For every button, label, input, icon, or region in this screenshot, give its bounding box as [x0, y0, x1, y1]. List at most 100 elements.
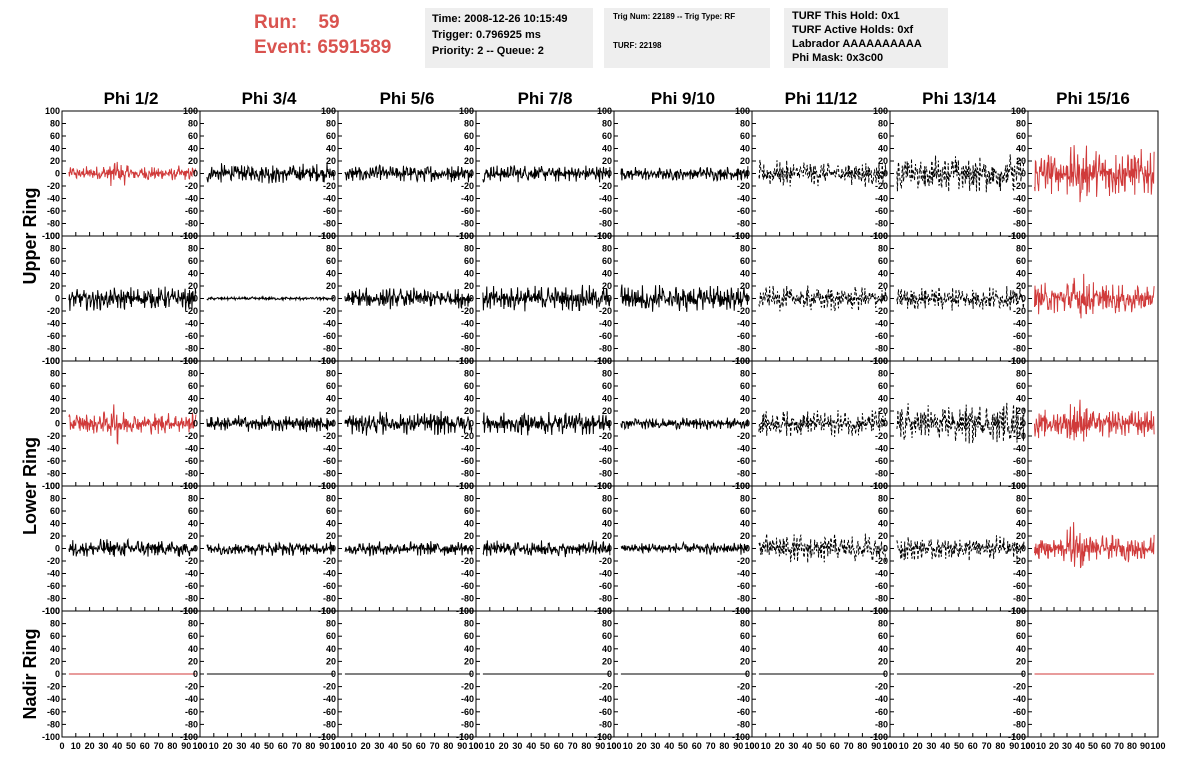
y-tick-label: -100 — [456, 732, 474, 742]
y-tick-label: 0 — [607, 294, 612, 304]
y-tick-label: 80 — [188, 369, 198, 379]
y-tick-label: -60 — [47, 206, 60, 216]
x-tick-label: 80 — [305, 741, 315, 751]
run-label: Run: — [254, 12, 298, 33]
y-tick-label: -80 — [1013, 594, 1026, 604]
y-tick-label: 40 — [188, 269, 198, 279]
y-tick-label: -40 — [737, 569, 750, 579]
x-tick-label: 100 — [1020, 741, 1035, 751]
x-tick-label: 40 — [526, 741, 536, 751]
y-tick-label: 20 — [602, 281, 612, 291]
y-tick-label: -20 — [875, 431, 888, 441]
y-tick-label: 80 — [464, 119, 474, 129]
y-tick-label: 80 — [50, 494, 60, 504]
y-tick-label: -40 — [461, 444, 474, 454]
y-tick-label: 20 — [878, 656, 888, 666]
x-tick-label: 0 — [611, 741, 616, 751]
y-tick-label: 100 — [183, 606, 198, 616]
x-tick-label: 90 — [871, 741, 881, 751]
y-tick-label: 60 — [188, 381, 198, 391]
y-tick-label: 60 — [740, 506, 750, 516]
y-tick-label: -20 — [599, 682, 612, 692]
y-tick-label: 20 — [602, 656, 612, 666]
y-tick-label: 0 — [331, 169, 336, 179]
y-tick-label: 100 — [183, 481, 198, 491]
y-tick-label: 80 — [878, 619, 888, 629]
y-tick-label: -60 — [47, 707, 60, 717]
y-tick-label: -40 — [875, 194, 888, 204]
waveform-trace — [68, 286, 197, 311]
waveform-trace — [1034, 273, 1155, 319]
y-tick-label: -20 — [1013, 306, 1026, 316]
y-tick-label: 20 — [878, 281, 888, 291]
y-tick-label: -80 — [1013, 719, 1026, 729]
y-tick-label: 0 — [331, 669, 336, 679]
y-tick-label: -20 — [47, 181, 60, 191]
y-tick-label: -80 — [737, 594, 750, 604]
y-tick-label: -20 — [47, 431, 60, 441]
y-tick-label: -40 — [47, 569, 60, 579]
x-tick-label: 30 — [650, 741, 660, 751]
y-tick-label: -100 — [180, 732, 198, 742]
y-tick-label: 60 — [1016, 256, 1026, 266]
y-tick-label: 100 — [45, 231, 60, 241]
waveform-trace — [344, 411, 473, 436]
y-tick-label: 60 — [326, 506, 336, 516]
x-tick-label: 50 — [816, 741, 826, 751]
y-tick-label: 100 — [321, 356, 336, 366]
y-tick-label: -40 — [599, 694, 612, 704]
x-tick-label: 60 — [1101, 741, 1111, 751]
x-tick-label: 100 — [330, 741, 345, 751]
y-tick-label: 80 — [740, 619, 750, 629]
y-tick-label: -20 — [737, 556, 750, 566]
y-tick-label: 80 — [326, 619, 336, 629]
waveform-trace — [620, 540, 749, 556]
y-tick-label: 40 — [740, 144, 750, 154]
y-tick-label: 80 — [1016, 369, 1026, 379]
y-tick-label: -100 — [594, 732, 612, 742]
x-tick-label: 20 — [499, 741, 509, 751]
y-tick-label: 40 — [50, 144, 60, 154]
y-tick-label: -60 — [599, 331, 612, 341]
x-tick-label: 20 — [223, 741, 233, 751]
y-tick-label: -40 — [185, 569, 198, 579]
x-tick-label: 0 — [887, 741, 892, 751]
y-tick-label: 20 — [602, 156, 612, 166]
row-label: Lower Ring — [20, 437, 40, 535]
x-tick-label: 70 — [430, 741, 440, 751]
y-tick-label: 0 — [1021, 669, 1026, 679]
y-tick-label: -100 — [732, 732, 750, 742]
y-tick-label: -80 — [599, 719, 612, 729]
y-tick-label: -100 — [870, 732, 888, 742]
y-tick-label: 20 — [878, 406, 888, 416]
y-tick-label: 100 — [597, 481, 612, 491]
y-tick-label: 100 — [873, 606, 888, 616]
x-tick-label: 60 — [278, 741, 288, 751]
y-tick-label: 20 — [1016, 281, 1026, 291]
y-tick-label: 100 — [735, 356, 750, 366]
x-tick-label: 40 — [940, 741, 950, 751]
y-tick-label: 60 — [50, 631, 60, 641]
waveform-trace — [482, 284, 611, 312]
y-tick-label: 60 — [1016, 381, 1026, 391]
waveform-trace — [68, 404, 197, 446]
y-tick-label: 0 — [607, 419, 612, 429]
y-tick-label: 20 — [464, 531, 474, 541]
y-tick-label: -100 — [42, 356, 60, 366]
x-tick-label: 90 — [457, 741, 467, 751]
y-tick-label: 40 — [878, 519, 888, 529]
waveform-trace — [482, 411, 611, 436]
y-tick-label: 60 — [740, 256, 750, 266]
column-title: Phi 9/10 — [651, 89, 715, 108]
y-tick-label: 0 — [193, 544, 198, 554]
y-tick-label: 20 — [326, 531, 336, 541]
y-tick-label: -80 — [47, 344, 60, 354]
x-tick-label: 100 — [882, 741, 897, 751]
y-tick-label: 20 — [188, 156, 198, 166]
y-tick-label: 80 — [326, 119, 336, 129]
y-tick-label: -40 — [47, 444, 60, 454]
y-tick-label: 80 — [1016, 244, 1026, 254]
y-tick-label: -80 — [875, 219, 888, 229]
x-tick-label: 20 — [637, 741, 647, 751]
y-tick-label: -60 — [875, 581, 888, 591]
